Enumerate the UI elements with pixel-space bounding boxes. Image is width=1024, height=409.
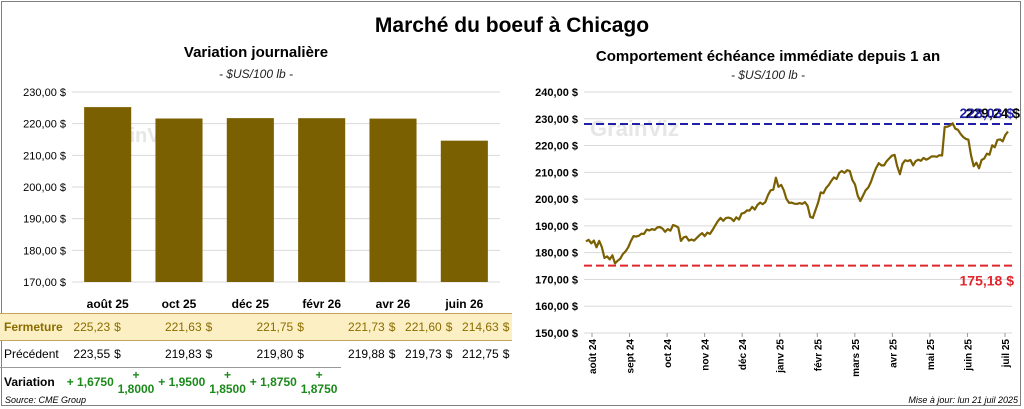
table-cell-value: 214,63 [454, 313, 503, 341]
table-cell-value: 221,60 [397, 313, 446, 341]
bar [369, 118, 417, 282]
table-cell-value: + 1,9500 [157, 367, 206, 396]
table-row-previous: Précédent 223,55 $219,83 $219,80 $219,88 $219… [0, 341, 512, 368]
table-cell-value: + 1,8750 [297, 367, 341, 396]
bar [84, 107, 132, 282]
table-cell-value: 221,63 [157, 313, 206, 341]
y-tick-label: 230,00 $ [23, 87, 66, 99]
table-cell-currency: $ [297, 347, 304, 361]
y-tick-label: 180,00 $ [23, 245, 66, 257]
table-cell-currency: $ [388, 347, 396, 362]
table-row-close: Fermeture 225,23 $221,63 $221,75 $221,73 $221… [0, 313, 512, 341]
y-tick-label: 160,00 $ [535, 301, 578, 313]
y-tick-label: 220,00 $ [23, 119, 66, 131]
y-tick-label: 220,00 $ [535, 141, 578, 153]
y-tick-label: 190,00 $ [23, 214, 66, 226]
y-tick-label: 170,00 $ [23, 277, 66, 289]
x-tick-label: oct 25 [162, 297, 197, 311]
row-label: Précédent [4, 347, 59, 361]
table-cell-value: + 1,8000 [114, 367, 158, 396]
table-row-variation: Variation + 1,6750 + 1,8000 + 1,9500 + 1,850… [0, 367, 512, 396]
y-tick-label: 210,00 $ [23, 150, 66, 162]
price-line [585, 122, 1009, 265]
table-cell-currency: $ [297, 313, 341, 341]
overlap-value-label: 229,24 $ [966, 105, 1021, 121]
right-chart-title: Comportement échéance immédiate depuis 1… [595, 48, 941, 65]
x-tick-label: avr 25 [888, 339, 899, 368]
low-value-label: 175,18 $ [960, 273, 1015, 289]
bar [226, 118, 274, 282]
table-cell-value: 219,80 [256, 347, 294, 361]
table-cell-currency: $ [445, 313, 455, 341]
table-cell-currency: $ [388, 313, 398, 341]
bar [440, 140, 488, 282]
bar-chart: 170,00 $ 180,00 $ 190,00 $ 200,00 $ 210,00 $… [23, 87, 500, 311]
row-label: Fermeture [0, 313, 67, 341]
x-tick-label: juil 25 [1001, 339, 1012, 369]
table-cell-value: 219,83 [164, 347, 202, 361]
y-tick-label: 210,00 $ [535, 167, 578, 179]
table-cell-currency: $ [114, 313, 158, 341]
y-tick-label: 150,00 $ [535, 328, 578, 340]
watermark-text: GrainViz [590, 116, 679, 141]
y-tick-label: 200,00 $ [23, 182, 66, 194]
x-tick-label: juin 25 [963, 339, 974, 372]
x-tick-label: déc 25 [232, 297, 270, 311]
left-chart-unit: - $US/100 lb - [218, 67, 294, 81]
high-value-label: 228,03 $ [960, 105, 1015, 121]
update-note: Mise à jour: lun 21 juil 2025 [908, 395, 1018, 405]
x-tick-label: mars 25 [851, 339, 862, 377]
x-tick-label: juin 26 [444, 297, 483, 311]
x-tick-label: août 25 [87, 297, 129, 311]
x-tick-label: nov 24 [701, 339, 712, 371]
x-tick-label: sept 24 [626, 339, 637, 374]
table-cell-value: 212,75 [462, 347, 499, 362]
table-cell-currency: $ [502, 313, 512, 341]
bar [155, 118, 203, 282]
table-cell-currency: $ [205, 313, 250, 341]
table-cell-value: + 1,8750 [249, 367, 298, 396]
table-cell-currency: $ [502, 347, 510, 362]
table-cell-value: 221,73 [340, 313, 389, 341]
y-tick-label: 190,00 $ [535, 221, 578, 233]
line-chart: 150,00 $ 160,00 $ 170,00 $ 180,00 $ 190,00 $… [535, 87, 1021, 377]
bar [298, 118, 346, 283]
y-tick-label: 170,00 $ [535, 274, 578, 286]
table-cell-currency: $ [205, 347, 213, 361]
table-cell-value: + 1,8500 [205, 367, 250, 396]
x-tick-label: févr 26 [302, 297, 341, 311]
y-tick-label: 200,00 $ [535, 194, 578, 206]
source-note: Source: CME Group [5, 395, 87, 405]
table-cell-value: 219,73 [405, 347, 442, 362]
x-tick-label: févr 25 [813, 339, 824, 372]
x-tick-label: janv 25 [776, 339, 787, 374]
table-cell-value: 223,55 [73, 347, 111, 361]
x-tick-label: mai 25 [926, 339, 937, 371]
price-table: Fermeture 225,23 $221,63 $221,75 $221,73 $221… [0, 313, 512, 396]
row-label: Variation [0, 367, 67, 396]
page-title: Marché du boeuf à Chicago [374, 14, 650, 37]
table-cell-currency: $ [114, 347, 121, 361]
y-tick-label: 230,00 $ [535, 114, 578, 126]
x-tick-label: août 24 [588, 339, 599, 374]
y-tick-label: 180,00 $ [535, 248, 578, 260]
y-tick-label: 240,00 $ [535, 87, 578, 99]
table-cell-currency: $ [445, 347, 453, 362]
x-tick-label: déc 24 [738, 339, 749, 371]
x-tick-label: avr 26 [376, 297, 411, 311]
table-cell-value: 221,75 [249, 313, 298, 341]
table-cell-value: 225,23 [66, 313, 115, 341]
table-cell-value: 219,88 [348, 347, 385, 362]
right-chart-unit: - $US/100 lb - [730, 68, 806, 82]
left-chart-title: Variation journalière [183, 44, 329, 61]
table-cell-value: + 1,6750 [66, 367, 115, 396]
x-tick-label: oct 24 [663, 339, 674, 368]
